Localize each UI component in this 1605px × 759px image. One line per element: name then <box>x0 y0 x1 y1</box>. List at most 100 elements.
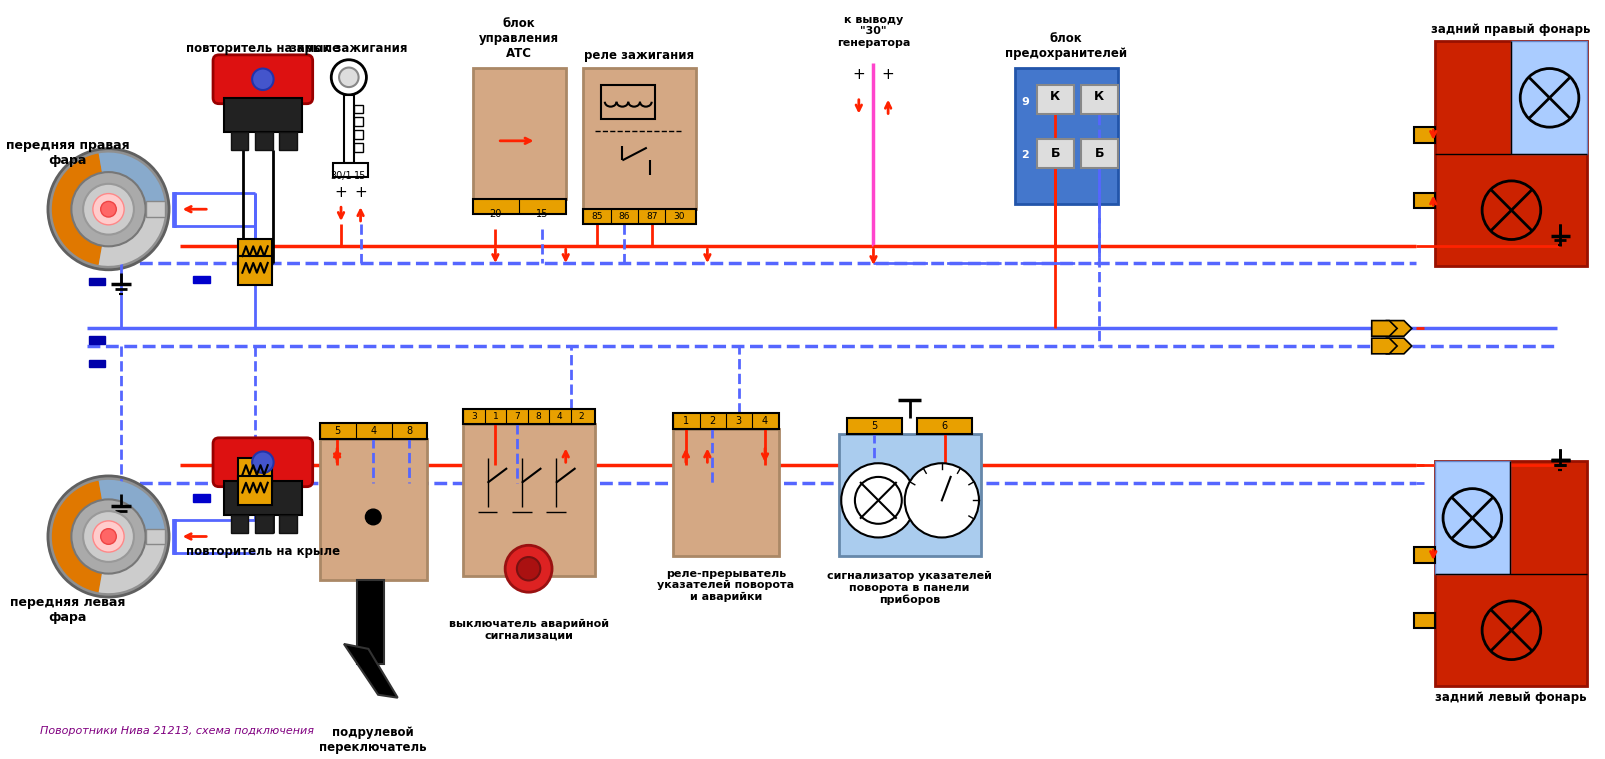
Circle shape <box>101 201 116 217</box>
Text: Б: Б <box>1050 147 1059 160</box>
Text: 2: 2 <box>1021 150 1029 160</box>
Wedge shape <box>98 537 165 594</box>
Bar <box>1412 547 1435 563</box>
Bar <box>462 408 595 424</box>
Bar <box>173 520 175 553</box>
Polygon shape <box>1385 320 1411 336</box>
Circle shape <box>506 545 552 592</box>
Circle shape <box>71 172 146 247</box>
Text: 5: 5 <box>334 426 340 436</box>
Bar <box>223 480 302 515</box>
Circle shape <box>331 60 366 95</box>
Wedge shape <box>48 149 169 269</box>
Circle shape <box>71 499 146 574</box>
Bar <box>353 105 363 113</box>
Wedge shape <box>48 476 169 597</box>
Bar <box>88 278 104 285</box>
Bar <box>193 276 210 283</box>
Bar <box>600 85 655 119</box>
Bar <box>279 515 297 533</box>
Bar <box>353 130 363 139</box>
Circle shape <box>101 529 116 544</box>
Text: замок зажигания: замок зажигания <box>291 42 408 55</box>
Circle shape <box>252 68 273 90</box>
Text: подрулевой
переключатель: подрулевой переключатель <box>319 726 427 754</box>
Text: 85: 85 <box>591 212 602 221</box>
Text: к выводу
"30"
генератора: к выводу "30" генератора <box>836 15 910 48</box>
Circle shape <box>517 557 539 581</box>
Text: 3: 3 <box>735 416 742 427</box>
Text: блок
управления
АТС: блок управления АТС <box>478 17 559 60</box>
Bar <box>319 424 427 439</box>
Text: 20: 20 <box>490 209 501 219</box>
Wedge shape <box>51 153 109 265</box>
Bar <box>193 495 210 502</box>
Bar <box>319 439 427 581</box>
Bar <box>1080 139 1117 168</box>
FancyBboxPatch shape <box>213 438 313 487</box>
Bar <box>223 98 302 132</box>
Text: 8: 8 <box>534 412 541 420</box>
Wedge shape <box>51 480 109 592</box>
Bar <box>1412 193 1435 208</box>
Bar <box>583 209 695 224</box>
Text: 1: 1 <box>682 416 689 427</box>
Circle shape <box>83 511 133 562</box>
Text: 1: 1 <box>493 412 498 420</box>
Text: 30: 30 <box>672 212 684 221</box>
Text: +: + <box>355 185 366 200</box>
Bar <box>1435 461 1510 574</box>
Bar <box>672 414 778 429</box>
Text: +: + <box>881 67 894 82</box>
Text: 15: 15 <box>355 171 366 181</box>
Polygon shape <box>1371 339 1396 354</box>
Bar <box>1035 139 1074 168</box>
Bar <box>231 515 249 533</box>
Bar <box>1035 85 1074 115</box>
Text: повторитель на крыле: повторитель на крыле <box>186 43 340 55</box>
Text: 2: 2 <box>578 412 584 420</box>
Text: задний левый фонарь: задний левый фонарь <box>1433 691 1586 704</box>
Bar <box>332 163 368 177</box>
Polygon shape <box>1371 320 1396 336</box>
Text: 87: 87 <box>645 212 656 221</box>
Wedge shape <box>98 480 165 537</box>
Bar <box>238 256 271 285</box>
Text: 4: 4 <box>371 426 376 436</box>
Bar <box>472 200 565 214</box>
Bar <box>1510 41 1586 153</box>
Bar <box>1014 68 1117 204</box>
Text: 30/1: 30/1 <box>331 171 351 181</box>
Bar <box>916 418 971 434</box>
Bar <box>353 118 363 126</box>
Bar <box>356 581 384 663</box>
Text: 8: 8 <box>406 426 412 436</box>
FancyBboxPatch shape <box>213 55 313 104</box>
Bar <box>839 434 981 556</box>
Bar <box>462 424 595 575</box>
Text: 3: 3 <box>470 412 477 420</box>
Text: повторитель на крыле: повторитель на крыле <box>186 545 340 558</box>
Text: +: + <box>334 185 347 200</box>
Wedge shape <box>98 153 165 209</box>
Text: 2: 2 <box>709 416 714 427</box>
Circle shape <box>904 463 979 537</box>
Bar <box>1080 85 1117 115</box>
Bar <box>1412 613 1435 628</box>
Polygon shape <box>343 644 398 698</box>
Text: Поворотники Нива 21213, схема подключения: Поворотники Нива 21213, схема подключени… <box>40 726 315 736</box>
Text: 5: 5 <box>872 421 876 431</box>
Bar <box>255 132 273 150</box>
Text: К: К <box>1093 90 1104 103</box>
Bar <box>238 476 271 505</box>
Bar <box>255 515 273 533</box>
Text: блок
предохранителей: блок предохранителей <box>1005 32 1127 60</box>
Text: 4: 4 <box>557 412 562 420</box>
Circle shape <box>252 452 273 473</box>
Circle shape <box>366 509 380 524</box>
Bar <box>173 193 175 226</box>
Bar <box>88 360 104 367</box>
Circle shape <box>339 68 358 87</box>
Bar <box>1435 461 1586 686</box>
Circle shape <box>83 184 133 235</box>
